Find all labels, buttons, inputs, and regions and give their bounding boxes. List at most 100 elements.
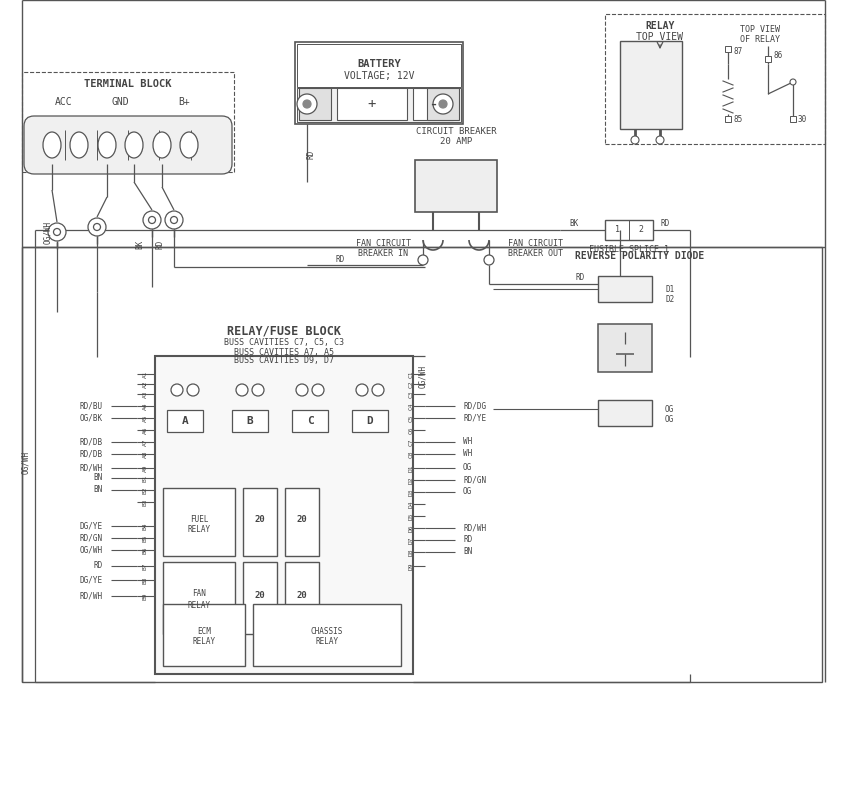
- Text: A4: A4: [143, 402, 148, 409]
- Bar: [163, 562, 235, 634]
- Text: A1: A1: [143, 370, 148, 378]
- Bar: [598, 324, 652, 372]
- Text: BREAKER IN: BREAKER IN: [358, 249, 408, 258]
- Text: RD: RD: [576, 273, 585, 283]
- Text: VOLTAGE; 12V: VOLTAGE; 12V: [344, 71, 414, 81]
- Text: B6: B6: [143, 546, 148, 554]
- Text: OG: OG: [665, 405, 674, 413]
- Text: RELAY: RELAY: [187, 601, 210, 611]
- Text: RD: RD: [660, 219, 669, 227]
- Bar: [167, 410, 203, 432]
- Text: RD/DB: RD/DB: [80, 437, 103, 447]
- Text: C5: C5: [408, 414, 414, 422]
- Text: BUSS CAVITIES A7, A5: BUSS CAVITIES A7, A5: [234, 348, 334, 356]
- Ellipse shape: [125, 132, 143, 158]
- Text: 87: 87: [733, 48, 742, 56]
- Text: OG: OG: [463, 488, 473, 497]
- Text: RD/WH: RD/WH: [80, 463, 103, 473]
- Text: OG/WH: OG/WH: [419, 364, 428, 387]
- Text: D3: D3: [408, 488, 414, 496]
- Bar: [285, 488, 319, 556]
- Text: A6: A6: [143, 426, 148, 434]
- Text: RD/GN: RD/GN: [80, 534, 103, 543]
- Text: OG/WH: OG/WH: [21, 451, 30, 474]
- Text: 1: 1: [614, 226, 619, 234]
- Text: A3: A3: [143, 390, 148, 398]
- Ellipse shape: [98, 132, 116, 158]
- Text: B2: B2: [143, 486, 148, 493]
- Circle shape: [53, 229, 61, 235]
- Text: B: B: [246, 416, 253, 426]
- Bar: [299, 88, 331, 120]
- Polygon shape: [616, 344, 634, 354]
- Text: 86: 86: [773, 51, 782, 60]
- Text: 20 AMP: 20 AMP: [440, 138, 472, 147]
- Ellipse shape: [70, 132, 88, 158]
- Text: TOP VIEW: TOP VIEW: [740, 25, 780, 33]
- Bar: [415, 160, 497, 212]
- Text: OF RELAY: OF RELAY: [740, 35, 780, 44]
- Text: FAN CIRCUIT: FAN CIRCUIT: [507, 239, 562, 249]
- Circle shape: [790, 79, 796, 85]
- Bar: [285, 562, 319, 634]
- Text: A9: A9: [143, 464, 148, 472]
- Text: D4: D4: [408, 501, 414, 508]
- Text: D2: D2: [665, 295, 674, 303]
- Text: RD: RD: [155, 239, 165, 249]
- Text: REVERSE POLARITY DIODE: REVERSE POLARITY DIODE: [576, 251, 705, 261]
- Circle shape: [143, 211, 161, 229]
- Circle shape: [165, 211, 183, 229]
- Circle shape: [312, 384, 324, 396]
- Text: DG/YE: DG/YE: [80, 576, 103, 584]
- Circle shape: [303, 100, 311, 108]
- Bar: [427, 88, 459, 120]
- Text: TOP VIEW: TOP VIEW: [636, 32, 684, 42]
- Bar: [295, 42, 463, 124]
- Text: TERMINAL BLOCK: TERMINAL BLOCK: [84, 79, 171, 89]
- Text: BN: BN: [94, 474, 103, 482]
- Text: OG/BK: OG/BK: [80, 413, 103, 422]
- Text: B8: B8: [143, 577, 148, 584]
- Circle shape: [418, 255, 428, 265]
- Text: 20: 20: [296, 592, 307, 600]
- Text: C3: C3: [408, 390, 414, 398]
- Text: BN: BN: [94, 485, 103, 494]
- Bar: [253, 604, 401, 666]
- Text: RD/WH: RD/WH: [463, 524, 486, 532]
- Text: DG/YE: DG/YE: [80, 521, 103, 531]
- Circle shape: [631, 136, 639, 144]
- Bar: [155, 356, 413, 674]
- Text: RELAY: RELAY: [187, 526, 210, 535]
- Bar: [598, 400, 652, 426]
- Text: RD/DG: RD/DG: [463, 402, 486, 410]
- Text: B9: B9: [143, 592, 148, 600]
- Bar: [790, 116, 796, 122]
- Text: BATTERY: BATTERY: [357, 59, 401, 69]
- Text: BK: BK: [136, 239, 144, 249]
- Text: RD/WH: RD/WH: [80, 592, 103, 600]
- Bar: [725, 116, 731, 122]
- Text: FUSIBLE SPLICE 1: FUSIBLE SPLICE 1: [589, 245, 669, 253]
- Circle shape: [170, 216, 177, 223]
- Circle shape: [187, 384, 199, 396]
- Circle shape: [656, 136, 664, 144]
- Text: BREAKER OUT: BREAKER OUT: [507, 249, 562, 258]
- Text: CHASSIS: CHASSIS: [311, 627, 344, 637]
- Text: C1: C1: [408, 370, 414, 378]
- Text: C8: C8: [408, 450, 414, 458]
- Bar: [163, 604, 245, 666]
- Text: GND: GND: [111, 97, 129, 107]
- Text: OG/WH: OG/WH: [44, 220, 52, 244]
- Text: 30: 30: [798, 115, 807, 124]
- Text: D1: D1: [408, 464, 414, 472]
- Bar: [605, 220, 653, 240]
- Bar: [292, 410, 328, 432]
- Text: B5: B5: [143, 535, 148, 542]
- Text: RD/GN: RD/GN: [463, 475, 486, 485]
- Text: 85: 85: [733, 115, 742, 124]
- Text: D2: D2: [408, 476, 414, 484]
- Text: C2: C2: [408, 380, 414, 388]
- Text: A7: A7: [143, 438, 148, 446]
- Text: B3: B3: [143, 498, 148, 506]
- Bar: [22, 72, 234, 172]
